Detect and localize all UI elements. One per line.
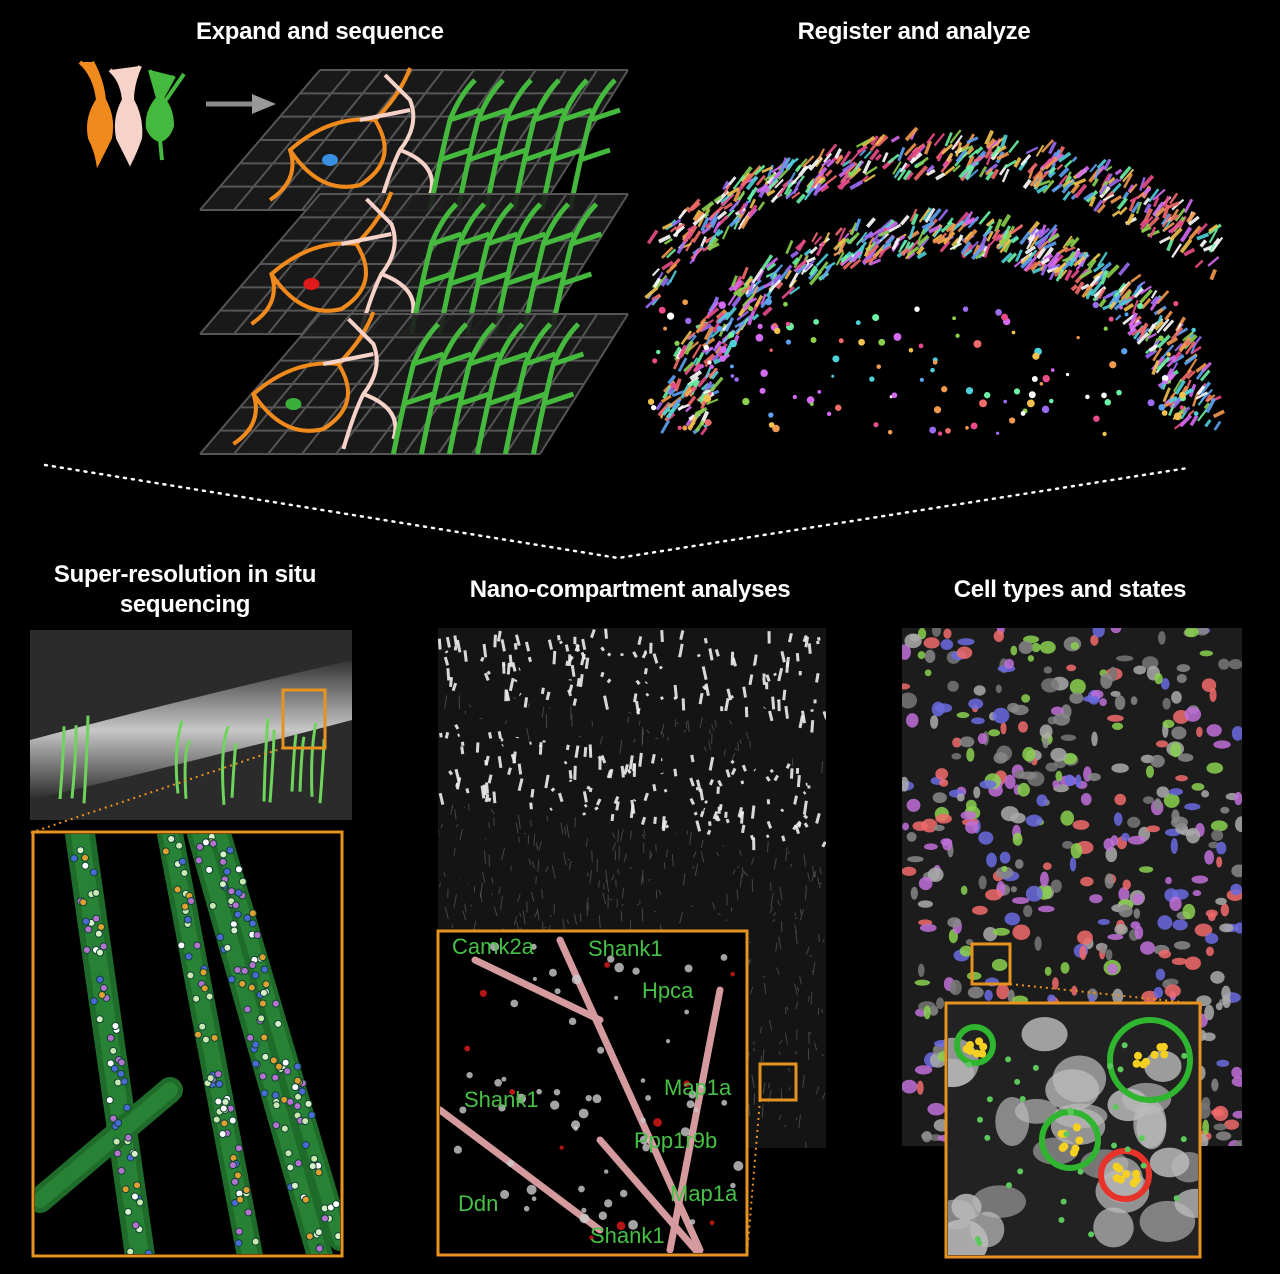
gene-label: Shank1 [464,1087,539,1112]
grid-layer [199,311,629,455]
gene-label: Hpca [642,978,694,1003]
register-analyze-title: Register and analyze [797,18,1031,45]
zoom-guide [29,747,284,834]
zoom-guide [746,1099,761,1255]
registered-point-cloud [644,126,1225,437]
neuron-orange-icon [78,60,114,169]
super-resolution-title-line1: Super-resolution in situ [53,561,317,588]
super-resolution-title-line2: sequencing [119,591,251,618]
gene-label: Ppp1r9b [634,1128,717,1153]
dotted-connector [43,463,1190,560]
grid-layer [199,191,629,335]
neuron-icons [78,60,186,169]
cell-types-inset [944,1001,1202,1259]
gene-label: Map1a [664,1075,732,1100]
zoom-box-cells [970,942,1012,986]
zoom-box-nano [758,1062,798,1102]
cell-types-title: Cell types and states [953,576,1187,603]
dendrite-inset: Camk2a Shank1 Hpca Shank1 Map1a Ppp1r9b … [436,929,749,1257]
zoom-box-super [281,688,327,750]
neuron-green-icon [145,69,186,161]
gene-label: Ddn [458,1191,498,1216]
super-resolution-overview [30,630,352,820]
zoom-guide [1009,983,1201,1005]
gene-label: Map1a [670,1181,738,1206]
nano-compartment-title: Nano-compartment analyses [469,576,791,603]
gene-label: Shank1 [588,936,663,961]
grid-layer [199,67,629,211]
arrow-right-icon [206,94,276,114]
neuron-pink-icon [108,65,143,167]
super-resolution-inset [31,830,344,1258]
super-resolution-title: Super-resolution in situ sequencing [40,560,330,620]
gene-label: Shank1 [590,1223,665,1248]
gene-label: Camk2a [452,934,535,959]
expansion-grid-stack [199,67,629,455]
expand-sequence-title: Expand and sequence [196,18,444,45]
